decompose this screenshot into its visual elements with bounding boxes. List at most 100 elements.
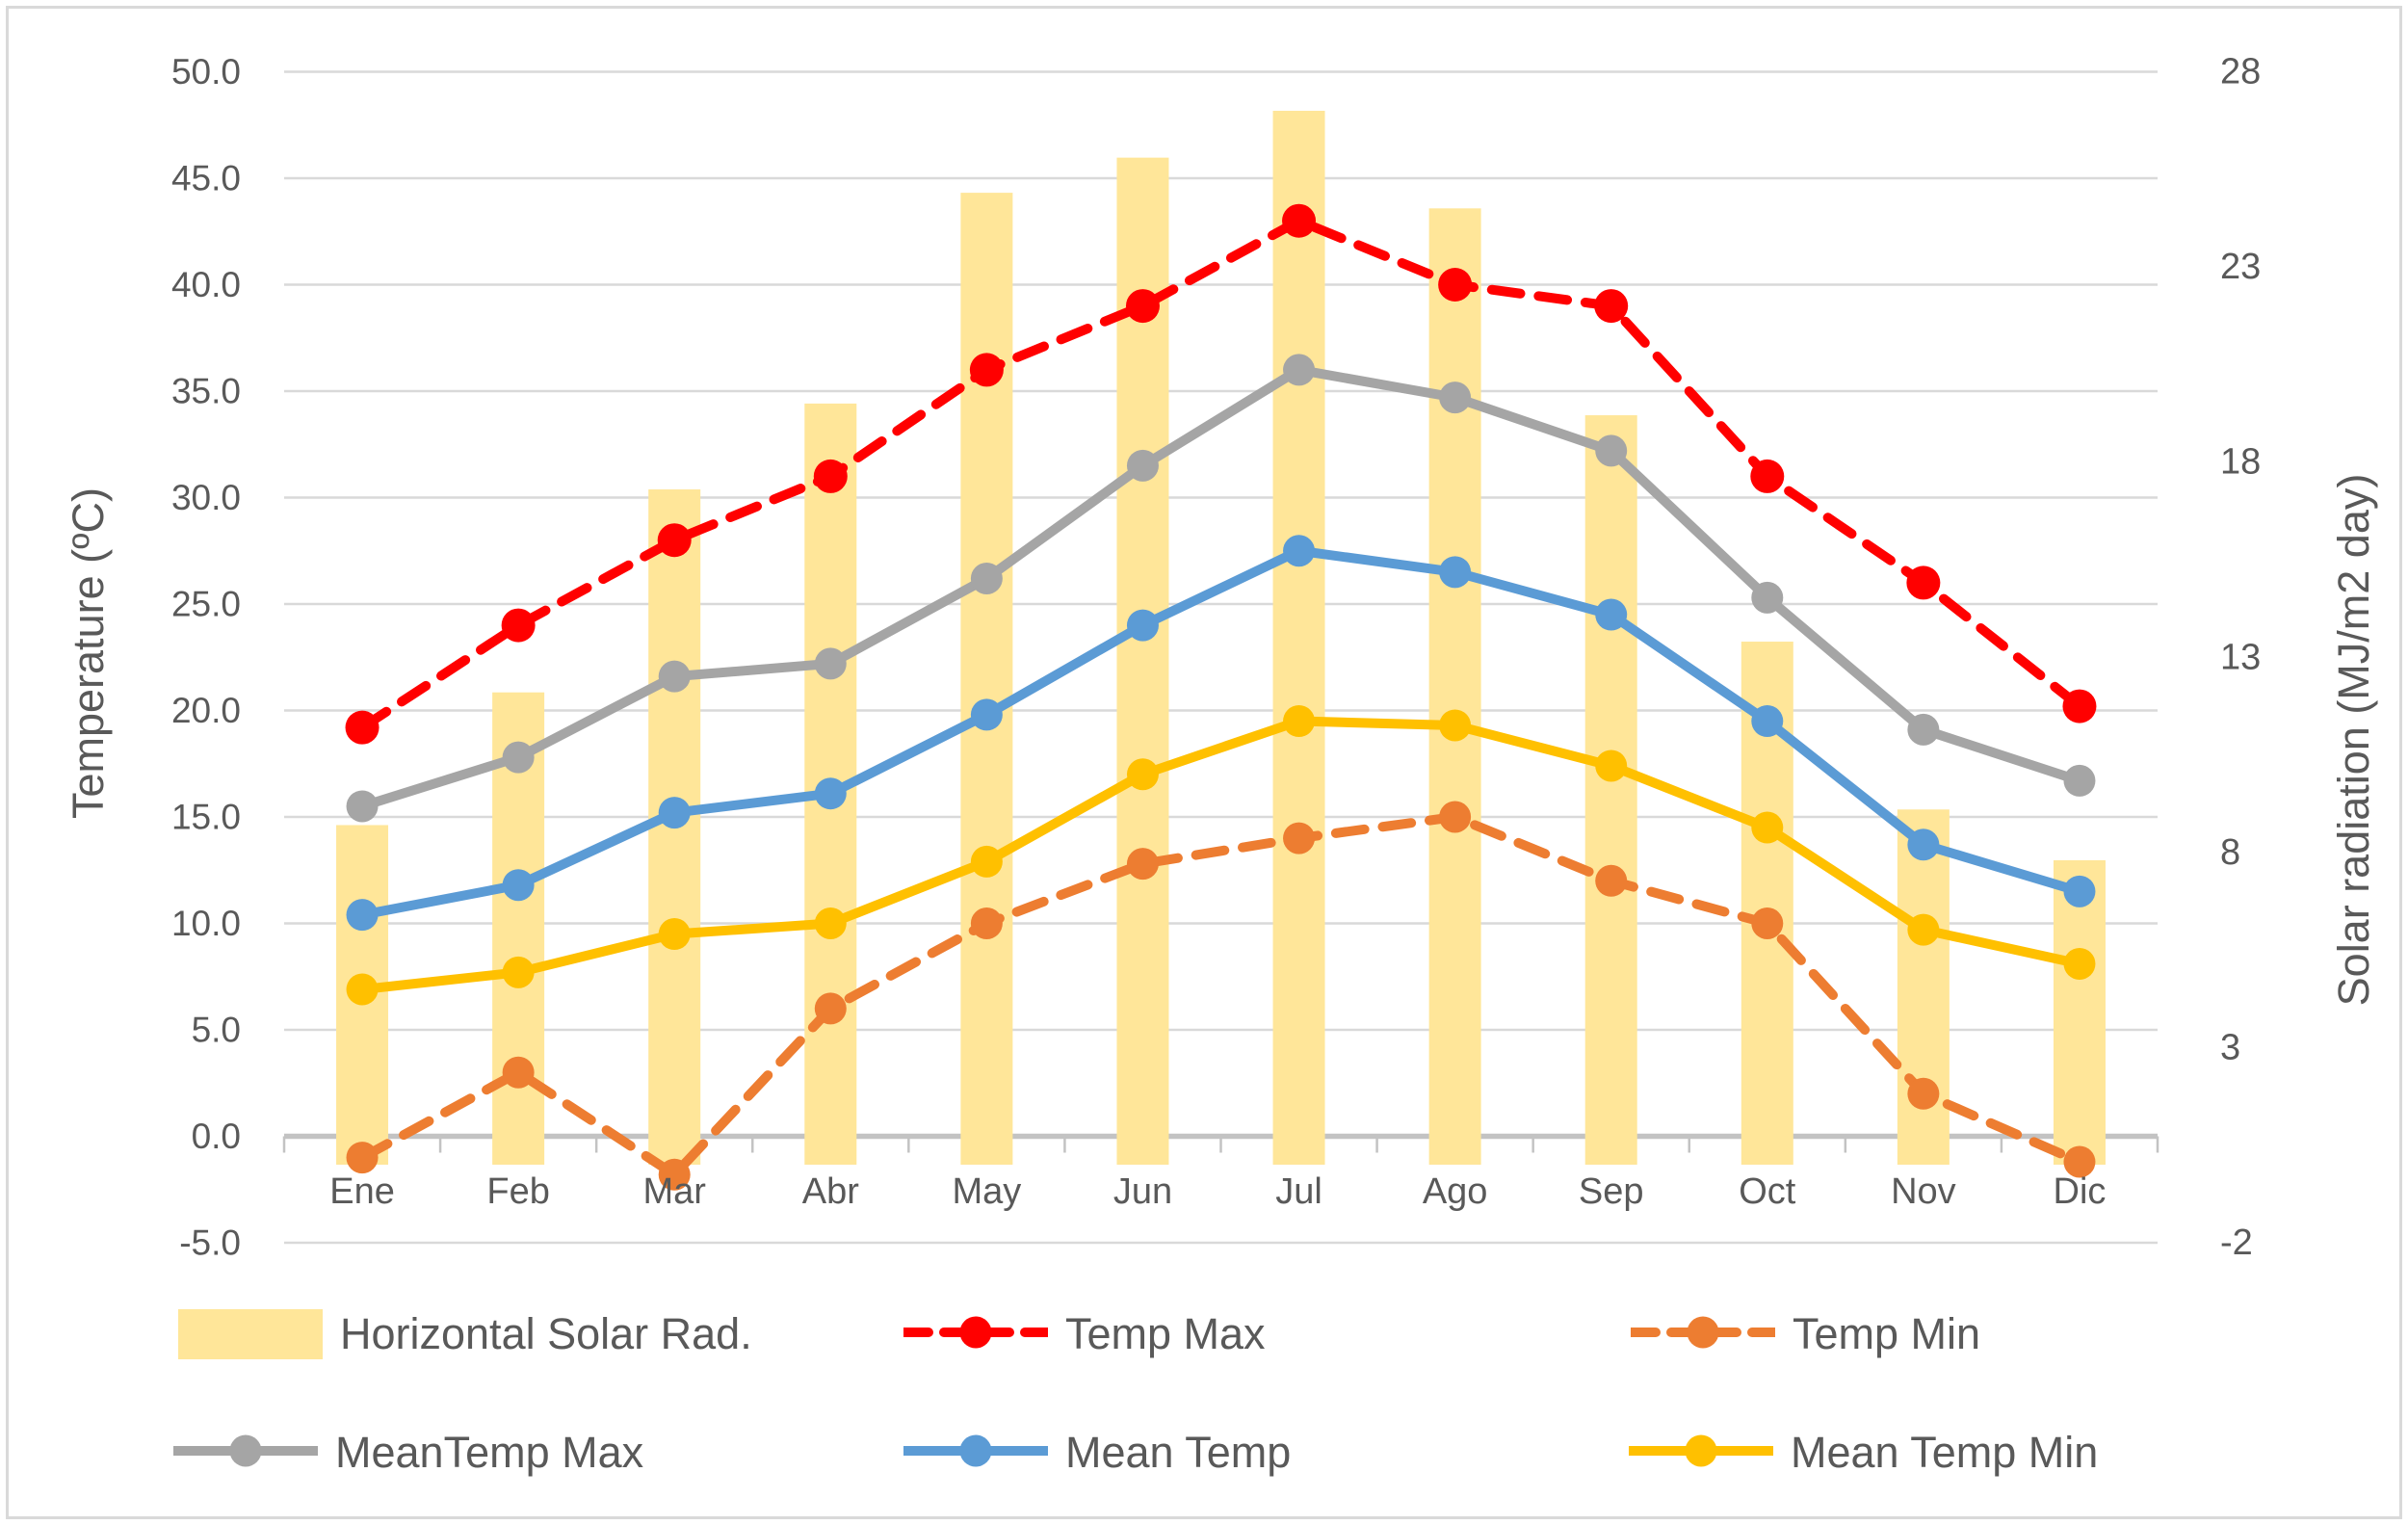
legend-marker-graphic	[1624, 1434, 1778, 1466]
legend-marker-graphic	[899, 1434, 1053, 1466]
legend-line-dot-icon	[899, 1430, 1053, 1477]
left-axis-tick-label: 25.0	[171, 585, 241, 624]
legend-item-horizontal-solar-rad: Horizontal Solar Rad.	[178, 1304, 752, 1364]
legend-label: Temp Min	[1793, 1309, 1981, 1358]
marker-mean-temp-Mar	[658, 797, 691, 829]
marker-temp-min-Ene	[346, 1142, 379, 1174]
month-label-Jun: Jun	[1113, 1171, 1172, 1212]
legend-label: Mean Temp Min	[1791, 1428, 2099, 1477]
month-label-Sep: Sep	[1579, 1171, 1644, 1212]
marker-meantemp-max-Ene	[346, 790, 379, 823]
marker-mean-temp-min-Sep	[1595, 749, 1628, 782]
legend-item-meantemp-max: MeanTemp Max	[169, 1423, 644, 1483]
right-axis-tick-label: 3	[2220, 1027, 2240, 1067]
right-axis-tick-label: 28	[2220, 52, 2261, 92]
bar-Ago	[1428, 208, 1481, 1165]
marker-mean-temp-May	[970, 698, 1003, 731]
marker-mean-temp-Dic	[2063, 875, 2096, 907]
left-axis-tick-label: 30.0	[171, 478, 241, 517]
left-axis-tick-label: 0.0	[192, 1117, 241, 1156]
marker-temp-max-Oct	[1750, 459, 1785, 493]
series-line-mean-temp	[357, 545, 2084, 920]
marker-mean-temp-Sep	[1595, 598, 1628, 631]
marker-temp-max-Dic	[2062, 689, 2097, 723]
bar-Jun	[1116, 157, 1169, 1165]
series-line-meantemp-max	[357, 364, 2084, 811]
series-line-temp-min	[357, 812, 2084, 1180]
marker-temp-max-Nov	[1906, 565, 1941, 600]
right-axis-tick-label: 13	[2220, 637, 2261, 677]
marker-mean-temp-min-Feb	[502, 956, 535, 988]
legend-dash-dot-icon	[899, 1311, 1053, 1358]
marker-temp-min-May	[970, 907, 1003, 939]
marker-temp-max-May	[969, 353, 1004, 387]
marker-temp-min-Jul	[1283, 822, 1316, 855]
marker-mean-temp-min-Dic	[2063, 947, 2096, 980]
series-line-mean-temp-min	[357, 716, 2084, 995]
marker-meantemp-max-May	[970, 562, 1003, 594]
marker-temp-min-Mar	[658, 1158, 691, 1191]
marker-meantemp-max-Sep	[1595, 434, 1628, 467]
marker-mean-temp-min-Nov	[1907, 913, 1940, 946]
left-axis-tick-label: 5.0	[192, 1011, 241, 1050]
marker-mean-temp-Nov	[1907, 828, 1940, 861]
marker-temp-min-Sep	[1595, 864, 1628, 897]
bar-Sep	[1584, 415, 1637, 1165]
marker-mean-temp-Ago	[1439, 556, 1472, 589]
legend-item-mean-temp: Mean Temp	[899, 1423, 1292, 1483]
marker-temp-min-Abr	[814, 992, 847, 1025]
marker-meantemp-max-Ago	[1439, 381, 1472, 414]
marker-temp-min-Oct	[1751, 907, 1784, 939]
figure-border	[6, 6, 2402, 1519]
marker-temp-max-Ago	[1438, 268, 1473, 302]
marker-meantemp-max-Jun	[1126, 449, 1159, 482]
marker-temp-min-Dic	[2063, 1145, 2096, 1178]
marker-meantemp-max-Jul	[1283, 354, 1316, 386]
marker-temp-max-Mar	[657, 523, 692, 558]
marker-mean-temp-min-Abr	[814, 907, 847, 939]
marker-mean-temp-min-Mar	[658, 918, 691, 951]
marker-mean-temp-min-Jun	[1126, 758, 1159, 791]
month-label-Mar: Mar	[642, 1171, 706, 1212]
marker-temp-max-Sep	[1594, 289, 1629, 324]
marker-mean-temp-min-Jul	[1283, 705, 1316, 738]
legend-marker-graphic	[169, 1434, 323, 1466]
right-axis-tick-label: 8	[2220, 832, 2240, 873]
left-axis-tick-label: 20.0	[171, 691, 241, 730]
marker-meantemp-max-Dic	[2063, 764, 2096, 797]
marker-mean-temp-min-Ene	[346, 973, 379, 1006]
marker-mean-temp-min-Ago	[1439, 709, 1472, 742]
marker-mean-temp-Abr	[814, 777, 847, 810]
left-axis-tick-label: 50.0	[171, 52, 241, 92]
bar-Jul	[1272, 111, 1325, 1165]
left-axis-tick-label: 15.0	[171, 798, 241, 837]
legend-marker-graphic	[1626, 1316, 1780, 1348]
marker-mean-temp-Feb	[502, 869, 535, 902]
bar-Dic	[2053, 859, 2106, 1165]
legend-item-mean-temp-min: Mean Temp Min	[1624, 1423, 2099, 1483]
marker-meantemp-max-Nov	[1907, 713, 1940, 746]
month-label-Abr: Abr	[802, 1171, 859, 1212]
marker-temp-min-Jun	[1126, 848, 1159, 881]
left-axis-tick-label: 45.0	[171, 159, 241, 198]
legend-label: Horizontal Solar Rad.	[340, 1309, 752, 1358]
month-label-Dic: Dic	[2054, 1171, 2107, 1212]
month-label-Ene: Ene	[329, 1171, 395, 1212]
left-axis-title: Temperature (ºC)	[64, 486, 113, 820]
right-axis-tick-label: -2	[2220, 1223, 2253, 1263]
left-axis-tick-label: -5.0	[179, 1223, 241, 1263]
marker-mean-temp-Ene	[346, 899, 379, 932]
marker-meantemp-max-Mar	[658, 660, 691, 693]
marker-mean-temp-Jul	[1283, 535, 1316, 567]
marker-temp-min-Nov	[1907, 1077, 1940, 1110]
marker-temp-max-Feb	[501, 608, 536, 643]
legend-dash-dot-icon	[1626, 1311, 1780, 1358]
marker-meantemp-max-Feb	[502, 741, 535, 774]
marker-temp-min-Ago	[1439, 801, 1472, 833]
right-axis-tick-label: 23	[2220, 247, 2261, 287]
legend-label: MeanTemp Max	[335, 1428, 644, 1477]
marker-mean-temp-min-May	[970, 845, 1003, 878]
legend-label: Mean Temp	[1065, 1428, 1292, 1477]
